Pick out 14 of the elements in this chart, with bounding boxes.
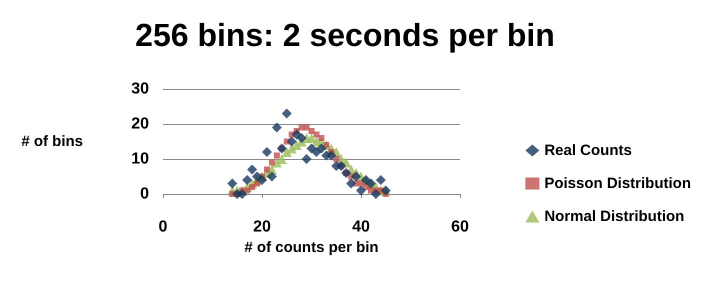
- x-tick-label: 20: [253, 218, 271, 236]
- x-tick-label: 40: [352, 218, 370, 236]
- legend-label: Real Counts: [544, 142, 632, 159]
- y-tick-label: 0: [140, 186, 150, 202]
- y-tick-label: 20: [131, 116, 150, 132]
- chart-title: 256 bins: 2 seconds per bin: [135, 17, 555, 53]
- y-axis-title: # of bins: [21, 133, 83, 150]
- y-tick-label: 30: [131, 80, 150, 98]
- legend-label: Normal Distribution: [544, 208, 684, 225]
- legend-label: Poisson Distribution: [544, 175, 692, 192]
- x-axis-title: # of counts per bin: [244, 239, 379, 256]
- x-tick-label: 60: [451, 218, 469, 236]
- y-tick-label: 10: [131, 150, 150, 168]
- x-tick-label: 0: [158, 218, 168, 236]
